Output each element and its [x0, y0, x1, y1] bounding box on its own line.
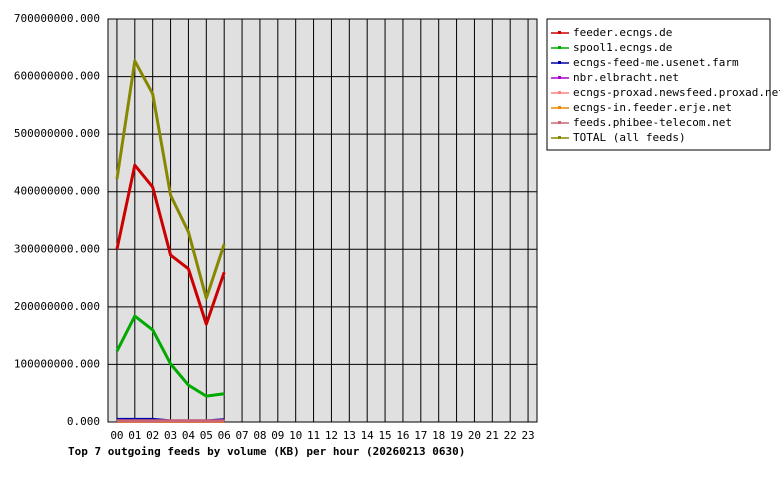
x-tick-label: 07: [235, 429, 248, 442]
legend-label: feeds.phibee-telecom.net: [573, 116, 732, 129]
x-tick-label: 17: [414, 429, 427, 442]
legend-marker: [558, 31, 561, 34]
legend-label: ecngs-proxad.newsfeed.proxad.net: [573, 86, 780, 99]
legend-marker: [558, 136, 561, 139]
x-tick-label: 05: [200, 429, 213, 442]
legend-marker: [558, 61, 561, 64]
legend-label: TOTAL (all feeds): [573, 131, 686, 144]
legend-label: ecngs-in.feeder.erje.net: [573, 101, 732, 114]
legend-label: ecngs-feed-me.usenet.farm: [573, 56, 739, 69]
x-tick-label: 13: [343, 429, 356, 442]
x-tick-label: 02: [146, 429, 159, 442]
x-tick-label: 22: [504, 429, 517, 442]
legend-box: [546, 18, 771, 151]
legend-marker: [558, 106, 561, 109]
legend-label: nbr.elbracht.net: [573, 71, 679, 84]
y-tick-label: 400000000.000: [14, 185, 100, 198]
x-tick-label: 01: [128, 429, 141, 442]
x-tick-label: 23: [521, 429, 534, 442]
x-tick-label: 09: [271, 429, 284, 442]
legend-marker: [558, 46, 561, 49]
x-tick-label: 16: [396, 429, 409, 442]
plot-area: [107, 18, 538, 423]
x-tick-label: 08: [253, 429, 266, 442]
legend-marker: [558, 121, 561, 124]
x-tick-label: 14: [361, 429, 375, 442]
x-tick-label: 11: [307, 429, 320, 442]
x-tick-label: 00: [110, 429, 123, 442]
chart-title: Top 7 outgoing feeds by volume (KB) per …: [68, 445, 465, 458]
y-tick-label: 300000000.000: [14, 242, 100, 255]
x-tick-label: 19: [450, 429, 463, 442]
series-line: [115, 59, 226, 300]
y-tick-label: 200000000.000: [14, 300, 100, 313]
x-tick-label: 15: [378, 429, 391, 442]
y-tick-label: 0.000: [67, 415, 100, 428]
y-tick-label: 500000000.000: [14, 127, 100, 140]
x-tick-label: 21: [486, 429, 499, 442]
x-tick-label: 10: [289, 429, 302, 442]
x-tick-label: 20: [468, 429, 481, 442]
y-tick-label: 700000000.000: [14, 12, 100, 25]
legend-marker: [558, 76, 561, 79]
x-tick-label: 04: [182, 429, 196, 442]
y-tick-label: 100000000.000: [14, 357, 100, 370]
x-tick-label: 12: [325, 429, 338, 442]
x-tick-label: 03: [164, 429, 177, 442]
legend-marker: [558, 91, 561, 94]
y-tick-label: 600000000.000: [14, 70, 100, 83]
series-line: [115, 163, 226, 326]
x-tick-label: 18: [432, 429, 445, 442]
legend-label: spool1.ecngs.de: [573, 41, 672, 54]
legend-label: feeder.ecngs.de: [573, 26, 672, 39]
x-tick-label: 06: [218, 429, 231, 442]
series-line: [115, 314, 225, 398]
